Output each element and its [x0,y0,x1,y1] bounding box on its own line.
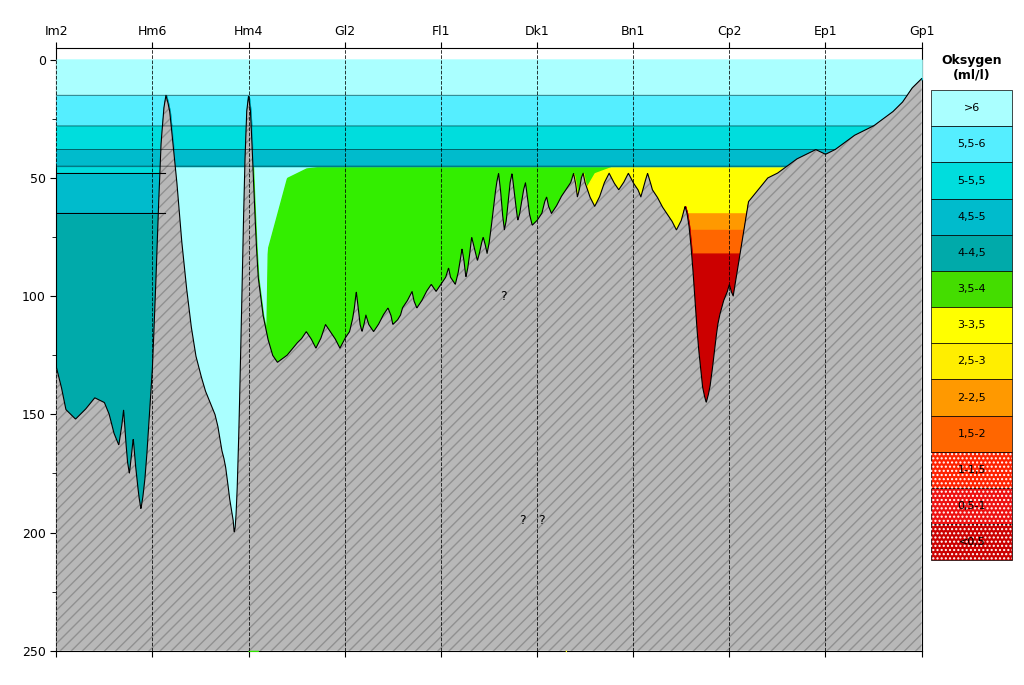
Text: >6: >6 [964,103,980,113]
Bar [931,126,1013,162]
Text: ?: ? [539,514,545,527]
Bar [931,343,1013,379]
Bar [931,416,1013,452]
Text: 5,5-6: 5,5-6 [957,140,986,149]
Text: Oksygen
(ml/l): Oksygen (ml/l) [941,54,1002,82]
Text: 1-1,5: 1-1,5 [957,465,986,475]
Text: ?: ? [519,514,526,527]
Text: 2-2,5: 2-2,5 [957,393,986,403]
Text: 5-5,5: 5-5,5 [957,175,986,186]
Bar [931,524,1013,560]
Bar [931,90,1013,126]
Bar [931,379,1013,416]
Bar [931,488,1013,524]
Bar [931,271,1013,307]
Text: 0,5-1: 0,5-1 [957,501,986,511]
Bar [931,488,1013,524]
Bar [931,524,1013,560]
Text: 3,5-4: 3,5-4 [957,284,986,294]
Text: 4,5-5: 4,5-5 [957,212,986,222]
Bar [931,235,1013,271]
Text: 4-4,5: 4-4,5 [957,248,986,258]
Text: 1,5-2: 1,5-2 [957,429,986,438]
Bar [931,452,1013,488]
Bar [931,307,1013,343]
Text: 3-3,5: 3-3,5 [957,321,986,330]
Text: ?: ? [500,290,507,303]
Text: 2,5-3: 2,5-3 [957,356,986,366]
Bar [931,162,1013,199]
Bar [931,199,1013,235]
Bar [931,452,1013,488]
Text: <0,5: <0,5 [958,537,985,547]
